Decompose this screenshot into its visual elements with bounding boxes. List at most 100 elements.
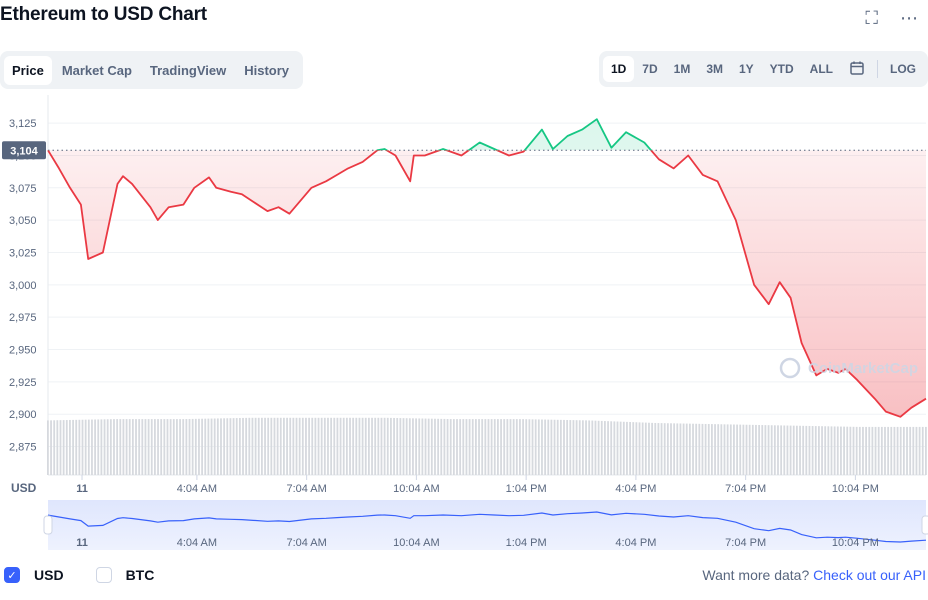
more-icon[interactable]: ⋯ bbox=[900, 8, 918, 28]
navigator-area bbox=[48, 500, 926, 550]
volume-bar bbox=[421, 418, 424, 475]
volume-bar bbox=[292, 417, 295, 475]
tab-tradingview[interactable]: TradingView bbox=[149, 62, 227, 78]
volume-bar bbox=[830, 426, 833, 475]
volume-bar bbox=[191, 418, 194, 475]
volume-bar bbox=[100, 419, 103, 475]
volume-bar bbox=[852, 426, 855, 475]
volume-bar bbox=[688, 423, 691, 475]
volume-bar bbox=[264, 417, 266, 475]
log-toggle[interactable]: LOG bbox=[890, 62, 916, 76]
volume-bar bbox=[424, 418, 427, 475]
y-tick-label: 2,975 bbox=[9, 312, 37, 324]
volume-bar bbox=[166, 419, 169, 475]
volume-bar bbox=[131, 419, 134, 475]
volume-bar bbox=[884, 426, 886, 475]
volume-bar bbox=[298, 417, 301, 475]
volume-bar bbox=[251, 417, 254, 475]
volume-bar bbox=[430, 418, 433, 475]
api-link[interactable]: Check out our API bbox=[813, 567, 926, 583]
y-tick-label: 3,000 bbox=[9, 280, 37, 292]
usd-checkbox[interactable]: ✓ bbox=[4, 567, 20, 583]
watermark: CoinMarketCap bbox=[779, 357, 918, 379]
x-axis: 11 4:04 AM 7:04 AM 10:04 AM 1:04 PM 4:04 PM 7:… bbox=[76, 475, 879, 495]
navigator-tick-label: 11 bbox=[76, 537, 88, 549]
volume-bar bbox=[75, 419, 78, 475]
navigator-tick-label: 10:04 PM bbox=[832, 537, 879, 549]
range-1m[interactable]: 1M bbox=[673, 62, 691, 76]
volume-bar bbox=[711, 424, 713, 475]
volume-bar bbox=[537, 419, 540, 475]
btc-checkbox[interactable] bbox=[95, 567, 112, 583]
price-chart[interactable]: 3,1253,1003,0753,0503,0253,0002,9752,950… bbox=[0, 95, 928, 555]
volume-bar bbox=[890, 426, 893, 475]
volume-bar bbox=[459, 419, 462, 475]
volume-bar bbox=[921, 426, 924, 475]
price-tag bbox=[2, 141, 46, 160]
volume-bar bbox=[871, 426, 874, 475]
volume-bar bbox=[279, 417, 282, 475]
volume-bar bbox=[789, 425, 792, 475]
range-1y[interactable]: 1Y bbox=[738, 62, 754, 76]
x-tick-label: 1:04 PM bbox=[506, 483, 547, 495]
range-all[interactable]: ALL bbox=[809, 62, 833, 76]
volume-bar bbox=[644, 422, 647, 475]
volume-bar bbox=[777, 425, 779, 475]
volume-bar bbox=[276, 417, 279, 475]
volume-bar bbox=[465, 419, 468, 475]
volume-bar bbox=[396, 418, 399, 475]
volume-bars bbox=[47, 417, 927, 475]
tab-history[interactable]: History bbox=[244, 62, 290, 78]
volume-bar bbox=[846, 426, 849, 475]
volume-bar bbox=[179, 419, 181, 475]
volume-bar bbox=[698, 423, 701, 475]
volume-bar bbox=[758, 424, 761, 475]
volume-bar bbox=[65, 420, 68, 475]
volume-bar bbox=[333, 417, 336, 475]
volume-bar bbox=[405, 418, 408, 475]
volume-bar bbox=[342, 417, 345, 475]
volume-bar bbox=[182, 419, 185, 475]
range-3m[interactable]: 3M bbox=[706, 62, 723, 76]
volume-bar bbox=[783, 425, 786, 475]
x-tick-label: 4:04 PM bbox=[615, 483, 656, 495]
volume-bar bbox=[437, 418, 440, 475]
tab-price[interactable]: Price bbox=[4, 55, 52, 85]
volume-bar bbox=[676, 423, 679, 475]
range-navigator: 11 4:04 AM 7:04 AM 10:04 AM 1:04 PM 4:04 PM 7:… bbox=[43, 500, 928, 550]
volume-bar bbox=[119, 419, 122, 475]
volume-bar bbox=[622, 421, 625, 475]
volume-bar bbox=[232, 418, 235, 475]
volume-bar bbox=[194, 418, 197, 475]
tab-market-cap[interactable]: Market Cap bbox=[61, 62, 132, 78]
btc-label: BTC bbox=[125, 567, 155, 583]
range-ytd[interactable]: YTD bbox=[769, 62, 794, 76]
volume-bar bbox=[308, 417, 310, 475]
top-icons: ⛶ ⋯ bbox=[865, 8, 918, 29]
volume-bar bbox=[591, 420, 594, 475]
navigator-handle-right[interactable] bbox=[921, 515, 928, 535]
volume-bar bbox=[626, 421, 628, 475]
volume-bar bbox=[761, 425, 764, 475]
calendar-icon[interactable] bbox=[841, 55, 873, 84]
volume-bar bbox=[588, 420, 591, 475]
volume-bar bbox=[374, 417, 377, 475]
legend-bar: ✓ USD BTC Want more data? Check out our … bbox=[0, 563, 928, 587]
navigator-handle-left[interactable] bbox=[43, 515, 53, 535]
volume-bar bbox=[695, 423, 698, 475]
volume-bar bbox=[799, 425, 801, 475]
volume-bar bbox=[176, 419, 178, 475]
fullscreen-icon[interactable]: ⛶ bbox=[865, 8, 878, 28]
range-7d[interactable]: 7D bbox=[642, 62, 658, 76]
volume-bar bbox=[47, 420, 49, 475]
volume-bar bbox=[512, 419, 515, 475]
volume-bar bbox=[204, 418, 207, 475]
volume-bar bbox=[418, 418, 421, 475]
range-1d[interactable]: 1D bbox=[602, 56, 635, 82]
volume-bar bbox=[157, 419, 159, 475]
volume-bar bbox=[135, 419, 137, 475]
volume-bar bbox=[427, 418, 430, 475]
api-prompt: Want more data? bbox=[702, 567, 810, 583]
volume-bar bbox=[670, 423, 672, 475]
volume-bar bbox=[855, 426, 858, 475]
